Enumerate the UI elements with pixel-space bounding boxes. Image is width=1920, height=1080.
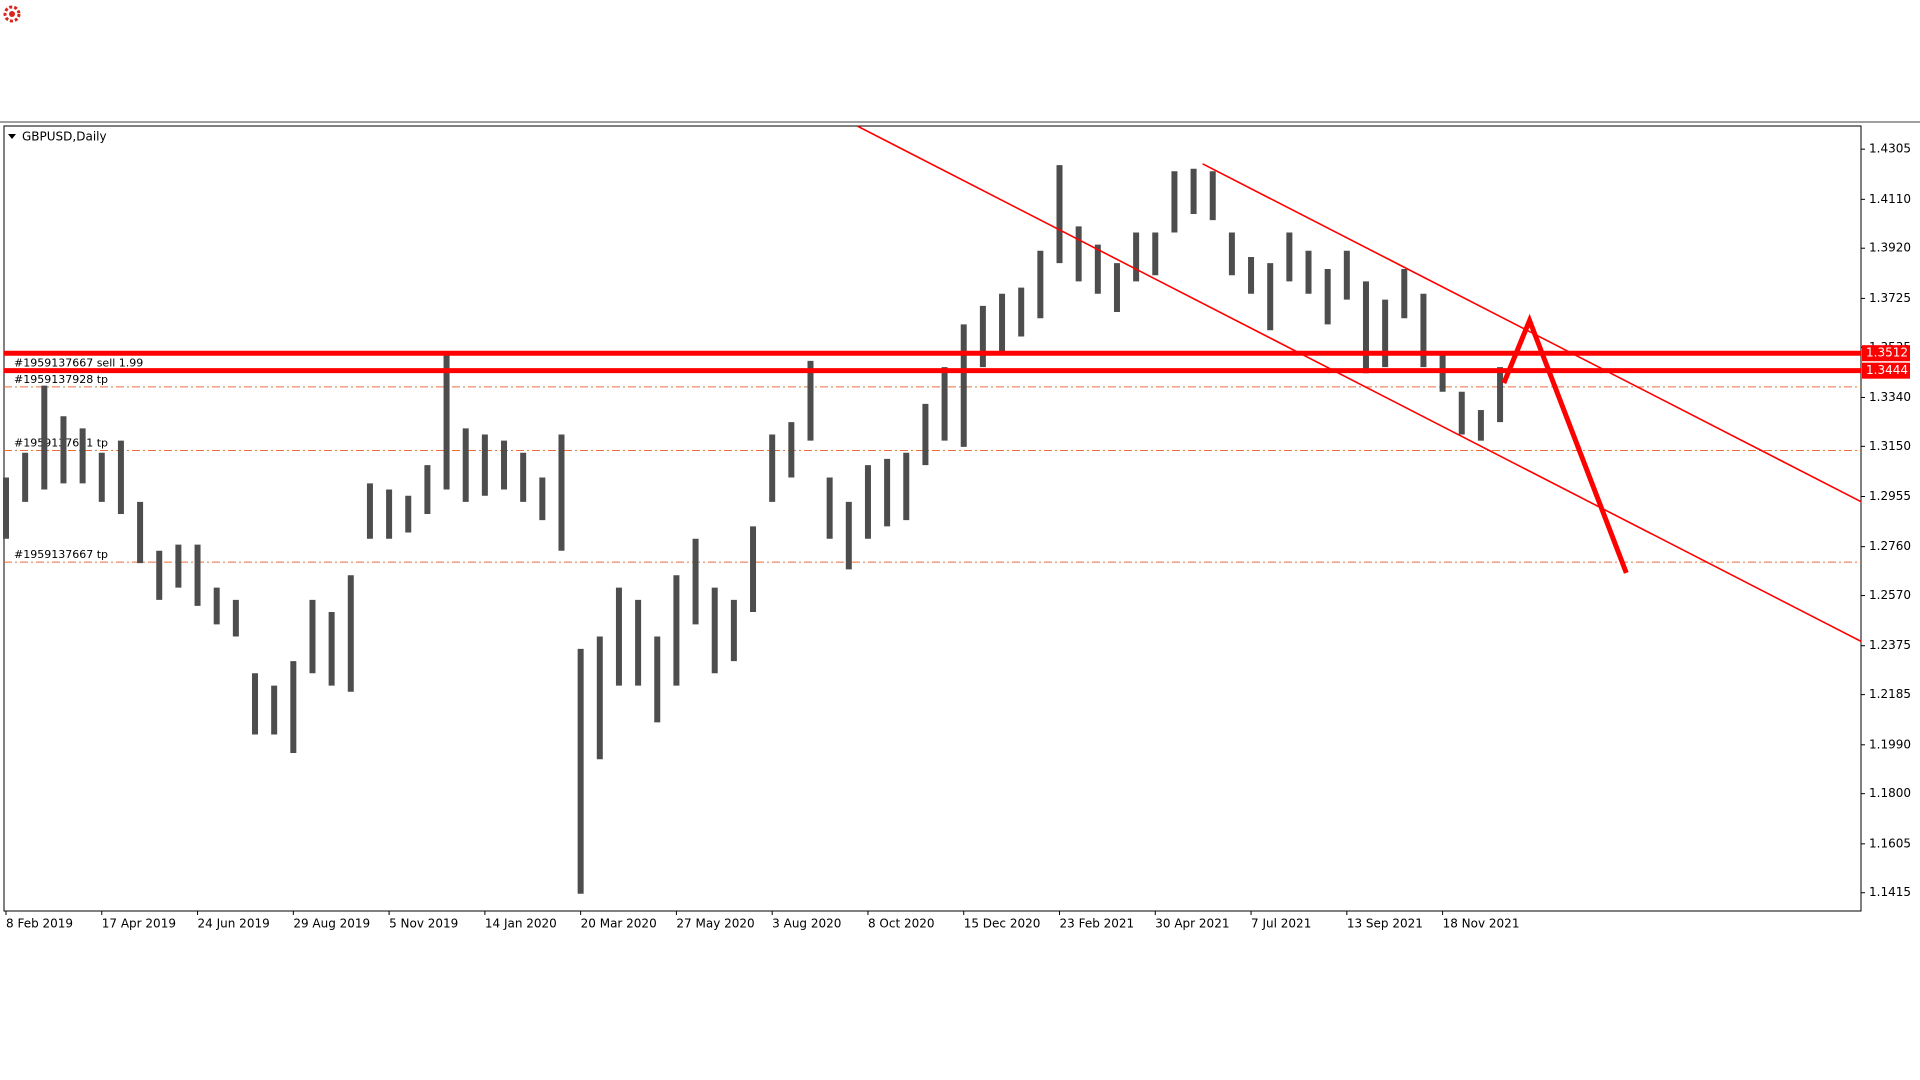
y-tick-label: 1.3340 [1869, 390, 1911, 404]
trend-line [1501, 313, 1629, 574]
y-tick-label: 1.3725 [1869, 291, 1911, 305]
price-tag-label: 1.3512 [1866, 346, 1908, 360]
y-tick-label: 1.1990 [1869, 737, 1911, 751]
x-tick-label: 20 Mar 2020 [581, 917, 657, 931]
x-tick-label: 3 Aug 2020 [772, 917, 841, 931]
x-tick-label: 18 Nov 2021 [1443, 917, 1520, 931]
trend-line [856, 125, 1862, 643]
y-tick-label: 1.2570 [1869, 588, 1911, 602]
y-tick-label: 1.2760 [1869, 539, 1911, 553]
chart-title: GBPUSD,Daily [22, 130, 107, 144]
order-label: #1959137928 tp [14, 373, 108, 386]
x-tick-label: 17 Apr 2019 [102, 917, 176, 931]
price-tag [1862, 362, 1910, 379]
y-tick-label: 1.1605 [1869, 836, 1911, 850]
order-label: #1959137667 tp [14, 548, 108, 561]
y-tick-label: 1.4110 [1869, 192, 1911, 206]
x-tick-label: 8 Oct 2020 [868, 917, 935, 931]
x-tick-label: 29 Aug 2019 [293, 917, 370, 931]
y-tick-label: 1.4305 [1869, 142, 1911, 156]
x-tick-label: 30 Apr 2021 [1155, 917, 1229, 931]
y-tick-label: 1.2955 [1869, 489, 1911, 503]
x-tick-label: 23 Feb 2021 [1060, 917, 1135, 931]
y-tick-label: 1.3920 [1869, 241, 1911, 255]
x-tick-label: 24 Jun 2019 [198, 917, 270, 931]
y-tick-label: 1.2185 [1869, 687, 1911, 701]
price-tag-label: 1.3444 [1866, 363, 1908, 377]
y-tick-label: 1.1800 [1869, 786, 1911, 800]
y-tick-label: 1.3150 [1869, 439, 1911, 453]
x-tick-label: 14 Jan 2020 [485, 917, 557, 931]
x-tick-label: 7 Jul 2021 [1251, 917, 1311, 931]
app-icon [3, 5, 21, 23]
x-tick-label: 15 Dec 2020 [964, 917, 1041, 931]
y-tick-label: 1.1415 [1869, 885, 1911, 899]
y-tick-label: 1.2375 [1869, 638, 1911, 652]
x-tick-label: 27 May 2020 [676, 917, 754, 931]
x-tick-label: 5 Nov 2019 [389, 917, 458, 931]
menu-arrow[interactable] [8, 134, 16, 139]
order-label: #1959137667 sell 1.99 [14, 357, 143, 370]
plot-area [3, 125, 1862, 912]
price-tag [1862, 345, 1910, 362]
x-tick-label: 13 Sep 2021 [1347, 917, 1423, 931]
x-tick-label: 8 Feb 2019 [6, 917, 73, 931]
